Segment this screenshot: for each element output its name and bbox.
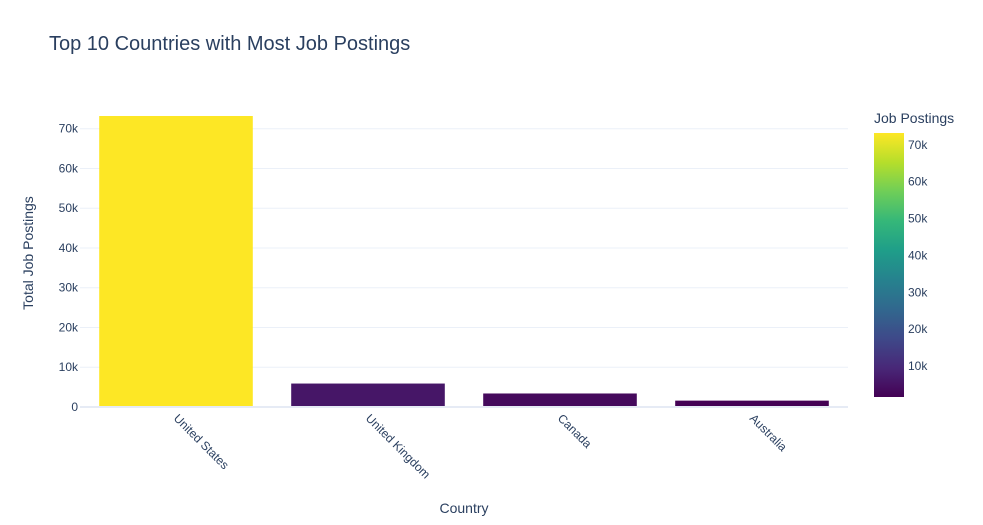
bars-layer [99,116,829,407]
x-tick-label: Canada [555,411,595,451]
bar[interactable] [675,400,829,407]
colorbar-tick-label: 20k [908,322,928,336]
colorbar: Job Postings 10k 20k 30k 40k 50k 60k 70k [874,110,954,397]
bar[interactable] [99,116,253,407]
colorbar-tick-label: 50k [908,212,928,226]
colorbar-tick-label: 10k [908,359,928,373]
y-tick-layer: 0 10k 20k 30k 40k 50k 60k 70k [59,122,79,414]
y-tick-label: 70k [59,122,79,136]
colorbar-title: Job Postings [874,110,954,126]
y-axis-title: Total Job Postings [20,196,36,310]
colorbar-tick-label: 60k [908,175,928,189]
colorbar-tick-label: 70k [908,138,928,152]
y-tick-label: 40k [59,241,79,255]
y-tick-label: 10k [59,360,79,374]
y-tick-label: 20k [59,320,79,334]
colorbar-tick-layer: 10k 20k 30k 40k 50k 60k 70k [908,138,928,373]
x-tick-layer: United States United Kingdom Canada Austral… [171,411,790,481]
x-tick-label: United States [171,411,232,472]
bar[interactable] [291,383,445,407]
bar[interactable] [483,393,637,407]
y-tick-label: 60k [59,161,79,175]
colorbar-tick-label: 30k [908,285,928,299]
x-axis-title: Country [439,500,488,516]
x-tick-label: United Kingdom [363,411,433,481]
x-tick-label: Australia [747,411,790,454]
y-tick-label: 30k [59,281,79,295]
colorbar-gradient [874,133,904,397]
y-tick-label: 50k [59,201,79,215]
colorbar-tick-label: 40k [908,248,928,262]
y-tick-label: 0 [71,400,78,414]
chart-title: Top 10 Countries with Most Job Postings [49,33,410,55]
